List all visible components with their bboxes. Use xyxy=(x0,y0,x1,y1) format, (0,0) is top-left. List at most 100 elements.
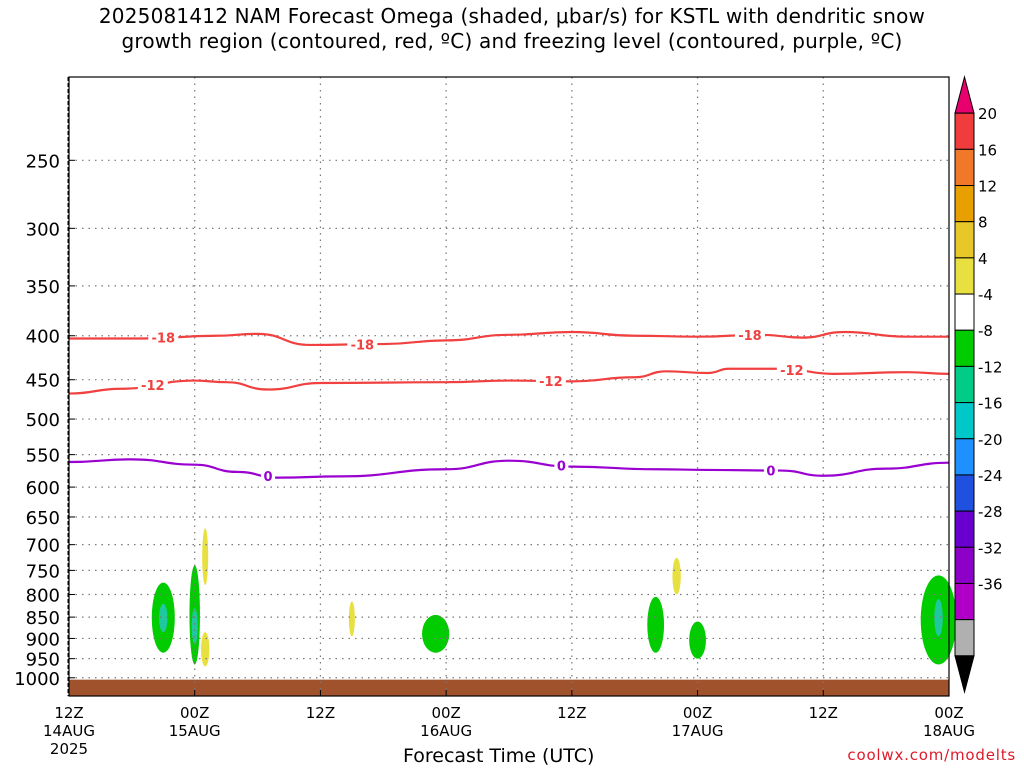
colorbar-label-3: 8 xyxy=(978,214,988,232)
colorbar-swatch-6 xyxy=(954,293,975,331)
colorbar-bottom-arrow xyxy=(954,655,975,694)
colorbar-swatch-10 xyxy=(954,438,975,476)
colorbar-label-7: -12 xyxy=(978,358,1003,376)
y-tick-label-800: 800 xyxy=(26,585,60,606)
colorbar-label-5: -4 xyxy=(978,286,993,304)
colorbar-swatch-4 xyxy=(954,221,975,259)
ascent-core-2 xyxy=(191,608,198,645)
x-tick-label-6-0: 12Z xyxy=(809,704,838,722)
x-axis-label: Forecast Time (UTC) xyxy=(403,745,595,767)
y-tick-label-250: 250 xyxy=(26,151,60,172)
colorbar-label-4: 4 xyxy=(978,250,988,268)
ascent-blob-3 xyxy=(422,614,450,653)
colorbar-swatch-7 xyxy=(954,329,975,367)
colorbar-label-0: 20 xyxy=(978,105,997,123)
y-tick-label-700: 700 xyxy=(26,536,60,557)
colorbar-swatch-1 xyxy=(954,112,975,150)
colorbar-label-13: -36 xyxy=(978,575,1003,593)
colorbar-swatch-13 xyxy=(954,546,975,584)
colorbar-swatch-14 xyxy=(954,582,975,621)
dendritic-12-line xyxy=(68,367,950,395)
dendritic-12-label-0: -12 xyxy=(141,379,165,394)
x-tick-label-7-1: 18AUG xyxy=(923,722,975,740)
x-tick-label-1-0: 00Z xyxy=(180,704,209,722)
dendritic-18-label-2: -18 xyxy=(738,329,762,344)
ground-fill xyxy=(69,679,949,696)
colorbar-swatch-11 xyxy=(954,474,975,512)
colorbar-swatch-3 xyxy=(954,185,975,223)
dendritic-18-label-0: -18 xyxy=(152,332,176,347)
x-tick-label-4-0: 12Z xyxy=(557,704,586,722)
y-tick-label-500: 500 xyxy=(26,410,60,431)
subsidence-3 xyxy=(348,601,355,637)
colorbar-top-arrow xyxy=(954,75,975,114)
x-tick-label-2-0: 12Z xyxy=(306,704,335,722)
ascent-core-6 xyxy=(934,599,943,637)
credit-link[interactable]: coolwx.com/modelts xyxy=(847,746,1016,764)
y-tick-label-900: 900 xyxy=(26,629,60,650)
x-tick-label-5-1: 17AUG xyxy=(672,722,724,740)
colorbar-swatch-2 xyxy=(954,148,975,187)
dendritic-12-label-bg-0 xyxy=(137,377,168,394)
x-tick-label-1-1: 15AUG xyxy=(169,722,221,740)
dendritic-12-label-bg-1 xyxy=(535,373,566,390)
x-tick-label-5-0: 00Z xyxy=(683,704,712,722)
y-tick-label-600: 600 xyxy=(26,478,60,499)
x-tick-label-0-0: 12Z xyxy=(54,704,83,722)
freezing-level-label-1: 0 xyxy=(557,460,566,475)
dendritic-18-label-bg-0 xyxy=(148,329,179,346)
colorbar-swatch-5 xyxy=(954,257,975,295)
colorbar-label-8: -16 xyxy=(978,395,1003,413)
freezing-level-label-0: 0 xyxy=(264,470,273,485)
dendritic-12-label-1: -12 xyxy=(539,375,563,390)
ascent-blob-4 xyxy=(647,596,665,653)
colorbar-swatch-12 xyxy=(954,510,975,548)
colorbar-label-6: -8 xyxy=(978,322,993,340)
y-tick-label-650: 650 xyxy=(26,508,60,529)
x-tick-label-3-1: 16AUG xyxy=(420,722,472,740)
subsidence-1 xyxy=(202,528,209,586)
x-tick-label-0-2: 2025 xyxy=(50,740,88,758)
y-tick-label-1000: 1000 xyxy=(14,669,60,690)
colorbar-swatch-9 xyxy=(954,402,975,440)
dendritic-12-label-2: -12 xyxy=(780,364,804,379)
chart-title-line1: 2025081412 NAM Forecast Omega (shaded, μ… xyxy=(98,4,926,28)
dendritic-18-line xyxy=(69,330,949,347)
dendritic-18-label-bg-1 xyxy=(347,336,378,353)
y-tick-label-750: 750 xyxy=(26,561,60,582)
freezing-level-label-2: 0 xyxy=(766,464,775,479)
colorbar-swatch-8 xyxy=(954,365,975,404)
freezing-level-label-bg-0 xyxy=(261,468,276,485)
dendritic-18-label-1: -18 xyxy=(351,338,375,353)
y-tick-label-850: 850 xyxy=(26,608,60,629)
dendritic-12-label-bg-2 xyxy=(776,361,807,378)
chart-title-line2: growth region (contoured, red, ºC) and f… xyxy=(121,29,903,53)
x-tick-label-3-0: 00Z xyxy=(431,704,460,722)
ascent-blob-5 xyxy=(689,621,706,659)
y-tick-label-400: 400 xyxy=(26,327,60,348)
colorbar-label-2: 12 xyxy=(978,178,997,196)
plot-frame xyxy=(68,76,950,697)
colorbar-label-1: 16 xyxy=(978,141,997,159)
colorbar-label-9: -20 xyxy=(978,431,1003,449)
y-tick-label-300: 300 xyxy=(26,219,60,240)
x-tick-label-0-1: 14AUG xyxy=(43,722,95,740)
subsidence-2 xyxy=(201,632,210,667)
colorbar-label-10: -24 xyxy=(978,467,1003,485)
freezing-level-label-bg-1 xyxy=(554,457,569,474)
subsidence-4 xyxy=(672,557,681,595)
dendritic-18-label-bg-2 xyxy=(734,327,765,344)
y-tick-label-350: 350 xyxy=(26,277,60,298)
freezing-level-label-bg-2 xyxy=(763,462,778,479)
chart-title: 2025081412 NAM Forecast Omega (shaded, μ… xyxy=(0,4,1024,54)
colorbar-swatch-15 xyxy=(954,619,975,657)
colorbar-label-12: -32 xyxy=(978,539,1003,557)
y-tick-label-550: 550 xyxy=(26,446,60,467)
colorbar-label-11: -28 xyxy=(978,503,1003,521)
freezing-level-line xyxy=(68,458,950,479)
y-tick-label-450: 450 xyxy=(26,371,60,392)
y-tick-label-950: 950 xyxy=(26,650,60,671)
ascent-core-1 xyxy=(159,603,168,633)
x-tick-label-7-0: 00Z xyxy=(934,704,963,722)
